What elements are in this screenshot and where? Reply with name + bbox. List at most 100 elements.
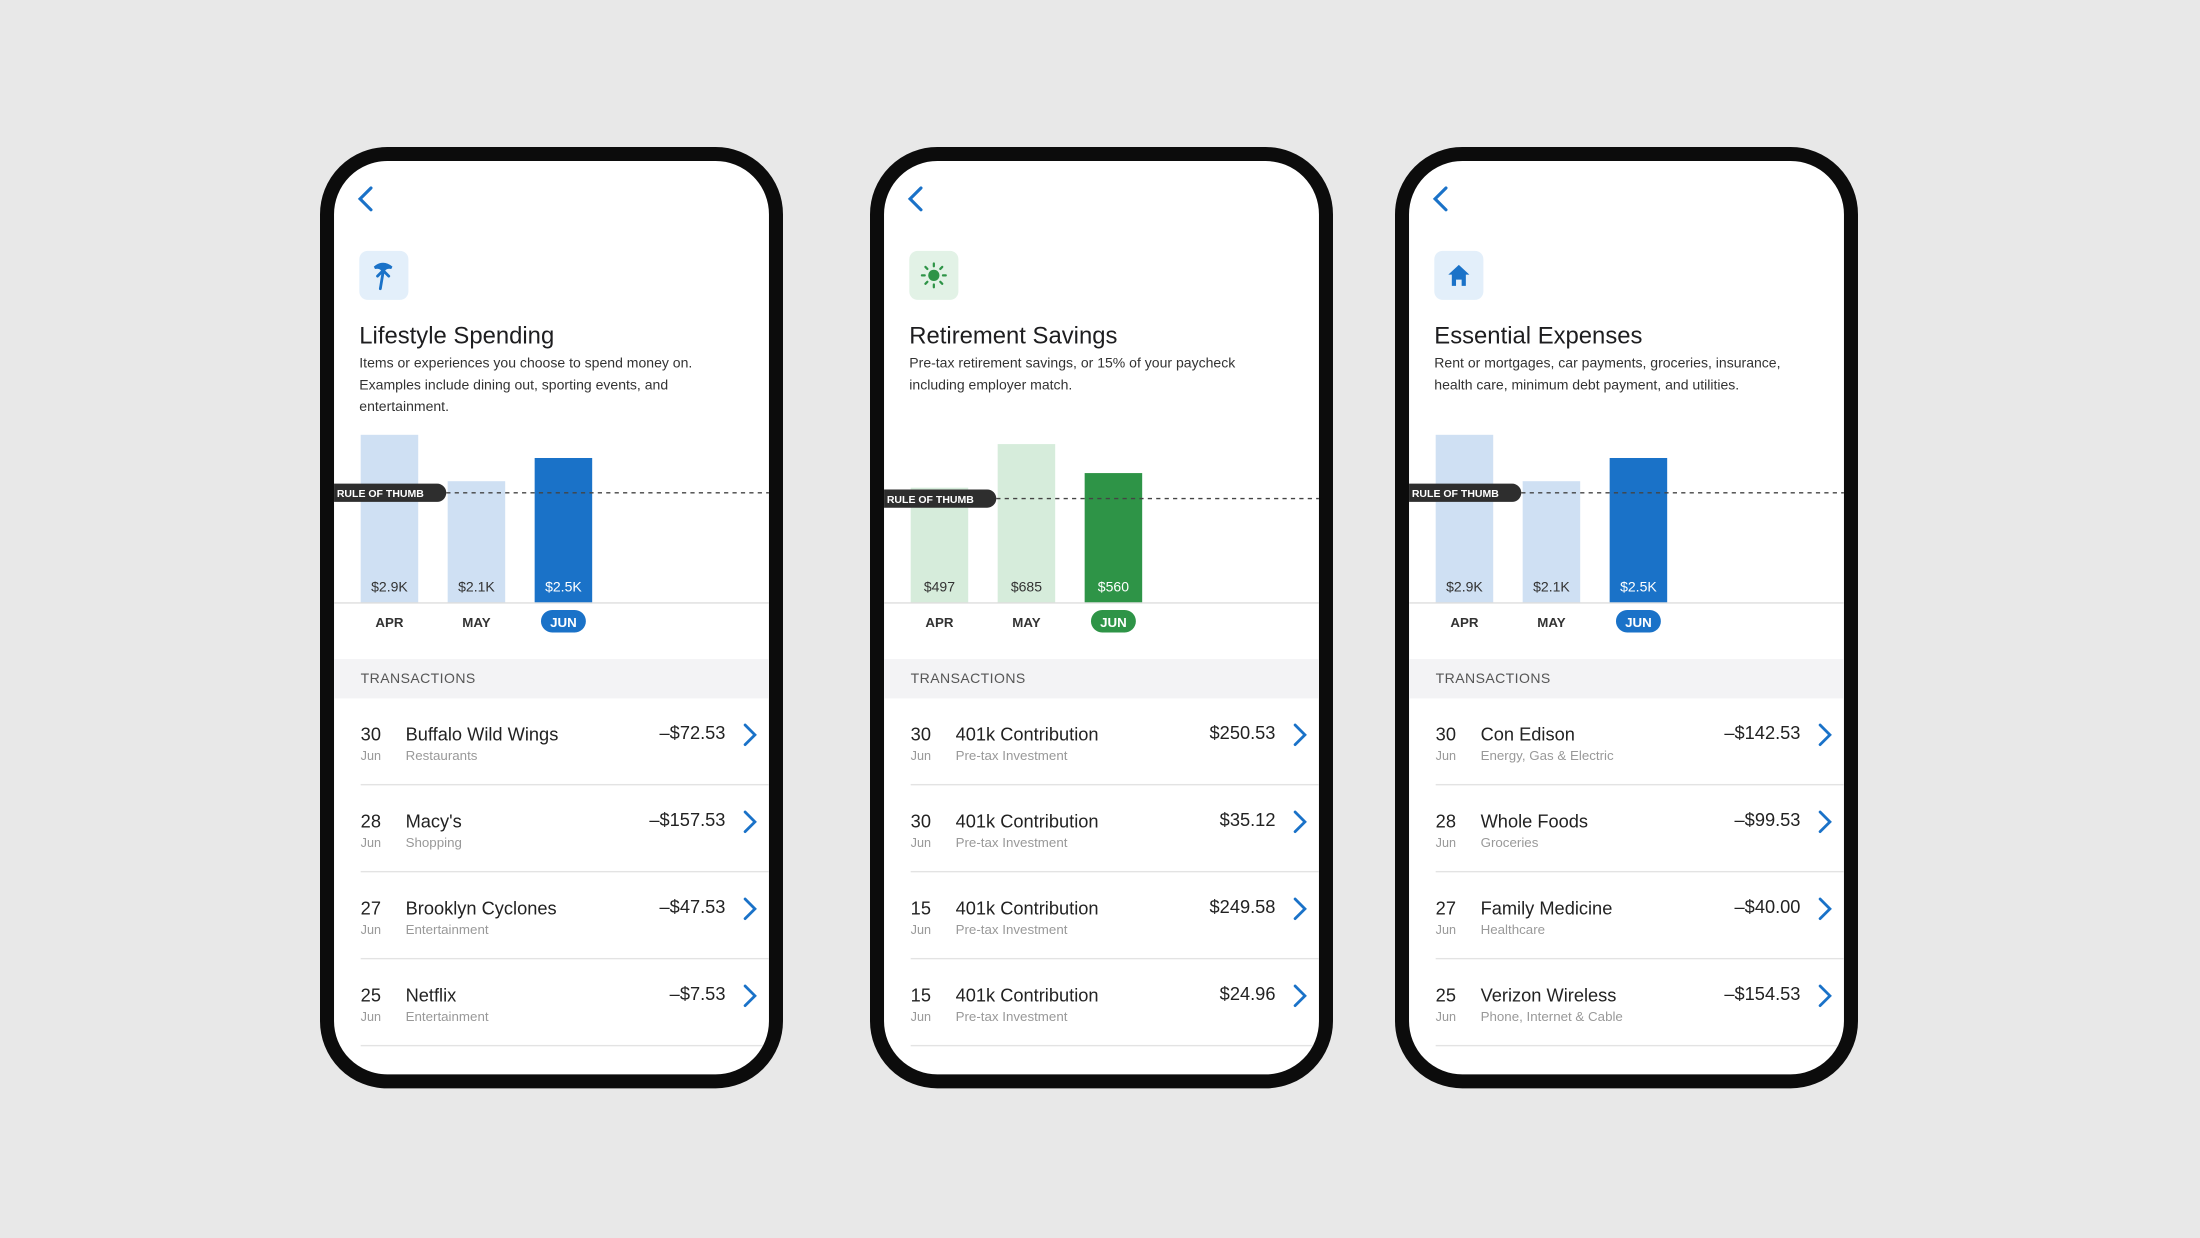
transaction-row[interactable]: 27 Jun Family Medicine Healthcare –$40.00 <box>1409 872 1844 960</box>
chevron-path <box>743 723 757 747</box>
transaction-day: 30 <box>910 723 931 745</box>
transaction-amount: –$99.53 <box>1734 809 1801 831</box>
transaction-day: 30 <box>360 723 381 745</box>
chevron[interactable] <box>1814 896 1834 921</box>
transactions-header: TRANSACTIONS <box>884 659 1319 699</box>
bar <box>534 457 593 603</box>
month-label[interactable]: MAY <box>1012 615 1040 630</box>
transaction-category: Pre-tax Investment <box>955 748 1068 765</box>
phone: Retirement Savings Pre-tax retirement sav… <box>870 147 1333 1089</box>
chevron[interactable] <box>1289 896 1309 921</box>
description: Items or experiences you choose to spend… <box>359 356 693 415</box>
month-label[interactable]: MAY <box>1537 615 1565 630</box>
transactions-header: TRANSACTIONS <box>334 659 769 699</box>
chevron[interactable] <box>1814 722 1834 747</box>
month-pill <box>1090 609 1136 633</box>
phone: Lifestyle Spending Items or experiences y… <box>320 147 783 1089</box>
transaction-month: Jun <box>910 748 932 763</box>
back-button[interactable] <box>1429 185 1454 213</box>
transaction-category: Entertainment <box>405 1009 489 1026</box>
transaction-category: Shopping <box>405 835 462 852</box>
transaction-name: 401k Contribution <box>955 723 1099 745</box>
transaction-name: Buffalo Wild Wings <box>405 723 559 745</box>
transaction-row[interactable]: 28 Jun Macy's Shopping –$157.53 <box>334 785 769 873</box>
transaction-row[interactable]: 15 Jun 401k Contribution Pre-tax Investment… <box>884 872 1319 960</box>
month-label[interactable]: APR <box>1450 615 1478 630</box>
bar <box>447 481 506 603</box>
transaction-month: Jun <box>1435 835 1457 850</box>
month-label[interactable]: JUN <box>550 615 577 630</box>
rule-of-thumb-label: RULE OF THUMB <box>887 494 974 506</box>
transaction-amount: –$7.53 <box>669 983 726 1005</box>
bar-value-label: $560 <box>1098 579 1129 595</box>
chevron[interactable] <box>739 809 759 834</box>
bar <box>1084 473 1143 603</box>
bar <box>1522 481 1581 603</box>
transaction-row[interactable]: 25 Jun Netflix Entertainment –$7.53 <box>334 959 769 1047</box>
bar-value-label: $2.5K <box>1620 579 1657 595</box>
chevron[interactable] <box>1289 983 1309 1008</box>
transaction-name: Netflix <box>405 984 457 1006</box>
transaction-row[interactable]: 30 Jun Con Edison Energy, Gas & Electric –$1… <box>1409 698 1844 786</box>
chevron[interactable] <box>739 983 759 1008</box>
rule-of-thumb-label: RULE OF THUMB <box>1412 488 1499 500</box>
transaction-amount: –$72.53 <box>659 722 726 744</box>
month-label[interactable]: MAY <box>462 615 490 630</box>
transaction-day: 30 <box>910 810 931 832</box>
transaction-day: 27 <box>1435 897 1456 919</box>
transaction-day: 28 <box>360 810 381 832</box>
chevron[interactable] <box>739 896 759 921</box>
transaction-row[interactable]: 30 Jun Buffalo Wild Wings Restaurants –$72.5… <box>334 698 769 786</box>
chevron-path <box>1293 810 1307 834</box>
transaction-row[interactable]: 27 Jun Brooklyn Cyclones Entertainment –$47.… <box>334 872 769 960</box>
category-icon <box>909 250 959 300</box>
back-button[interactable] <box>904 185 929 213</box>
transaction-month: Jun <box>910 1009 932 1024</box>
transaction-name: Con Edison <box>1480 723 1575 745</box>
transaction-day: 25 <box>1435 984 1456 1006</box>
chevron-path <box>1293 897 1307 921</box>
transaction-amount: –$40.00 <box>1734 896 1801 918</box>
transaction-name: Brooklyn Cyclones <box>405 897 557 919</box>
bar-value-label: $2.1K <box>458 579 495 595</box>
transactions-header-text: TRANSACTIONS <box>910 671 1026 688</box>
transaction-month: Jun <box>1435 748 1457 763</box>
transaction-row[interactable]: 30 Jun 401k Contribution Pre-tax Investment… <box>884 698 1319 786</box>
category-icon <box>359 250 409 300</box>
rule-of-thumb-label: RULE OF THUMB <box>337 488 424 500</box>
transaction-category: Entertainment <box>405 922 489 939</box>
back-button[interactable] <box>354 185 379 213</box>
transaction-row[interactable]: 30 Jun 401k Contribution Pre-tax Investment… <box>884 785 1319 873</box>
chevron[interactable] <box>1814 983 1834 1008</box>
month-label[interactable]: APR <box>375 615 403 630</box>
transaction-day: 25 <box>360 984 381 1006</box>
chevron-path <box>1432 186 1448 212</box>
row-divider <box>910 1044 1319 1047</box>
row-divider <box>1435 957 1844 960</box>
transaction-row[interactable]: 28 Jun Whole Foods Groceries –$99.53 <box>1409 785 1844 873</box>
row-divider <box>360 870 769 873</box>
bar <box>360 434 419 603</box>
chevron[interactable] <box>739 722 759 747</box>
transaction-row[interactable]: 25 Jun Verizon Wireless Phone, Internet & C… <box>1409 959 1844 1047</box>
chevron[interactable] <box>1289 809 1309 834</box>
transaction-amount: $24.96 <box>1219 983 1276 1005</box>
chevron[interactable] <box>1814 809 1834 834</box>
row-divider <box>360 957 769 960</box>
transaction-amount: $250.53 <box>1209 722 1276 744</box>
row-divider <box>360 1044 769 1047</box>
month-pill <box>540 609 586 633</box>
month-label[interactable]: JUN <box>1625 615 1652 630</box>
category-icon <box>1434 250 1484 300</box>
chart: $2.9K APR $2.1K MAY $2.5K JUN RULE OF THUMB <box>1409 434 1844 633</box>
chevron[interactable] <box>1289 722 1309 747</box>
month-label[interactable]: APR <box>925 615 953 630</box>
transaction-month: Jun <box>360 835 382 850</box>
transactions-header: TRANSACTIONS <box>1409 659 1844 699</box>
row-divider <box>910 783 1319 786</box>
rule-of-thumb-pill <box>1409 483 1522 502</box>
transaction-month: Jun <box>1435 1009 1457 1024</box>
transaction-row[interactable]: 15 Jun 401k Contribution Pre-tax Investment… <box>884 959 1319 1047</box>
month-label[interactable]: JUN <box>1100 615 1127 630</box>
bar-value-label: $2.5K <box>545 579 582 595</box>
